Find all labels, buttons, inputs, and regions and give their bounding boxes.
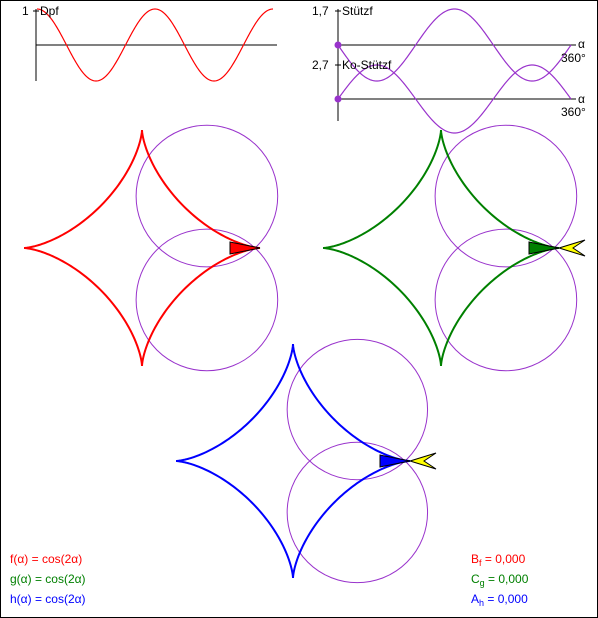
support-circle-upper [434, 124, 578, 268]
stuetz-label: Stützf [342, 4, 373, 18]
direction-arrow-h [408, 452, 437, 470]
kostuetz-wave [337, 64, 572, 134]
area-h-letter: A [471, 592, 480, 606]
astroid-figure-h [176, 338, 437, 584]
area-g-value: = 0,000 [484, 572, 529, 586]
area-g: Cg = 0,000 [471, 572, 528, 590]
support-circle-lower [434, 228, 578, 372]
support-circle-upper [135, 124, 279, 268]
kostuetz-alpha-label: α [578, 92, 585, 106]
kostuetz-360-label: 360° [561, 105, 586, 119]
stuetz-graphs [334, 8, 576, 134]
astroid-figure-f [24, 124, 279, 372]
astroid-figures [24, 124, 586, 584]
dpf-cos-wave [36, 8, 274, 82]
stuetz-360-label: 360° [561, 51, 586, 65]
formula-f: f(α) = cos(2α) [10, 552, 83, 566]
kostuetz-value-label: 2,7 [312, 58, 329, 72]
formula-g: g(α) = cos(2α) [10, 572, 86, 586]
dpf-label: Dpf [40, 4, 59, 18]
kostuetz-slider-handle[interactable] [334, 95, 342, 103]
tangent-marker-g [528, 241, 560, 255]
dpf-y-tick-label: 1 [22, 4, 29, 18]
astroid-curve-f [24, 130, 260, 366]
area-f-letter: B [471, 552, 480, 566]
stuetz-wave [337, 8, 572, 82]
stuetz-slider-handle[interactable] [334, 41, 342, 49]
support-circle-lower [286, 441, 429, 584]
area-h: Ah = 0,000 [471, 592, 528, 610]
support-circle-upper [286, 338, 429, 481]
tangent-marker-h [379, 454, 411, 468]
astroid-figure-g [323, 124, 586, 372]
direction-arrow-g [557, 239, 586, 257]
dpf-graph [33, 8, 277, 82]
area-f-value: = 0,000 [481, 552, 526, 566]
area-g-sub: g [479, 578, 485, 588]
area-f-sub: f [479, 558, 482, 568]
area-h-value: = 0,000 [484, 592, 528, 606]
area-g-letter: C [471, 572, 480, 586]
support-circle-lower [135, 228, 279, 372]
kostuetz-label: Ko-Stützf [342, 58, 392, 72]
formula-h: h(α) = cos(2α) [10, 592, 86, 606]
tangent-marker-f [229, 241, 261, 255]
astroid-curve-g [323, 130, 559, 366]
area-h-sub: h [479, 598, 485, 608]
astroid-curve-h [176, 344, 410, 578]
stuetz-value-label: 1,7 [312, 4, 329, 18]
stuetz-alpha-label: α [578, 37, 585, 51]
area-f: Bf = 0,000 [471, 552, 525, 570]
